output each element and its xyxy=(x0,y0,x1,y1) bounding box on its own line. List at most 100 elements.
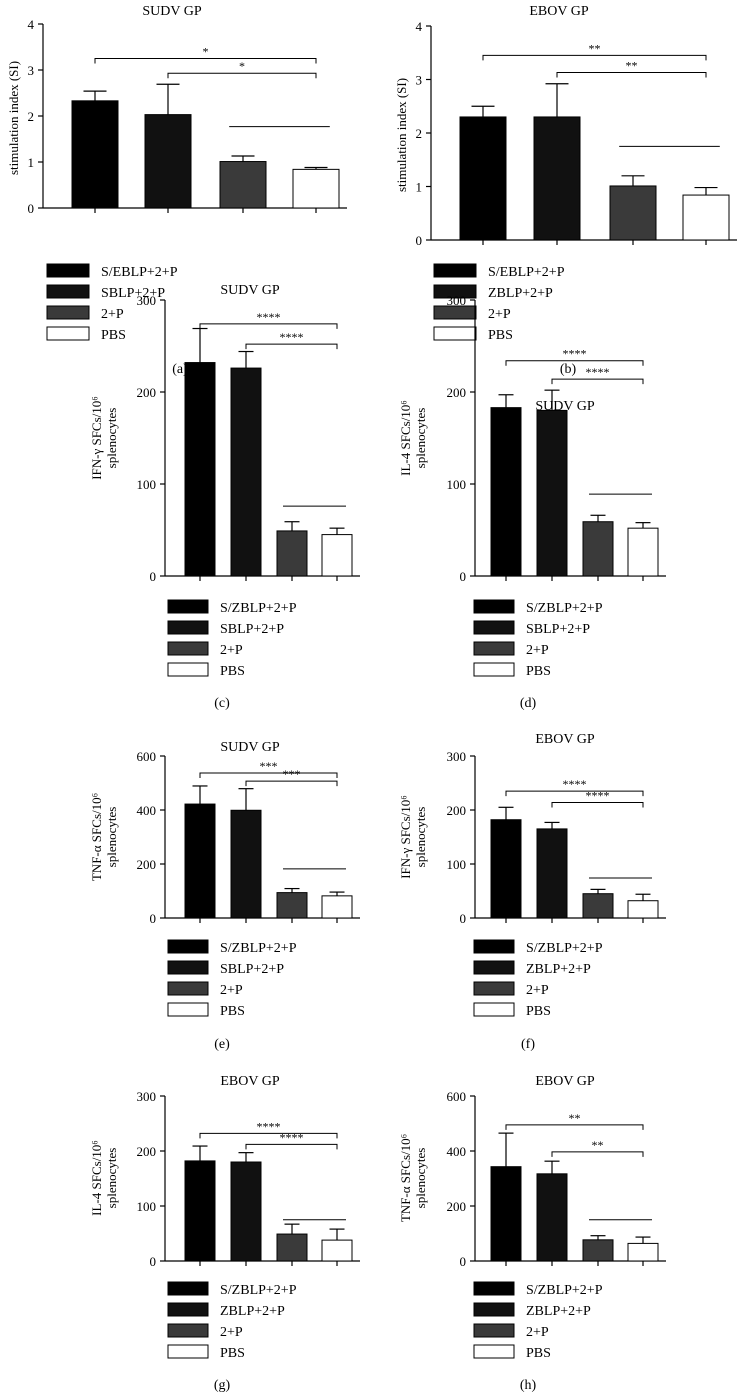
legend-label: S/EBLP+2+P xyxy=(101,265,178,280)
bar xyxy=(184,362,216,577)
legend-label: PBS xyxy=(220,1004,245,1019)
significance-label: **** xyxy=(586,788,610,802)
y-tick-label: 0 xyxy=(460,911,467,926)
legend-swatch xyxy=(473,1281,515,1296)
y-axis-label: TNF-α SFCs/10⁶splenocytes xyxy=(398,1134,428,1222)
significance-bracket xyxy=(556,72,707,78)
legend-label: ZBLP+2+P xyxy=(526,1304,591,1319)
legend-swatch xyxy=(167,960,209,975)
significance-bracket xyxy=(245,343,338,350)
significance-label: **** xyxy=(257,310,281,324)
legend-swatch xyxy=(167,939,209,954)
y-tick-label: 200 xyxy=(137,857,157,872)
panel-label: (g) xyxy=(214,1378,231,1393)
legend-label: 2+P xyxy=(220,643,243,658)
legend-swatch xyxy=(167,1281,209,1296)
legend-swatch xyxy=(46,284,90,299)
significance-label: ** xyxy=(626,59,638,73)
bar xyxy=(609,185,657,241)
bar xyxy=(582,1239,614,1262)
bar xyxy=(230,1161,262,1262)
bar xyxy=(490,819,522,919)
bar xyxy=(276,530,308,577)
panel-label: (a) xyxy=(172,362,188,377)
y-tick-label: 2 xyxy=(28,109,35,124)
legend-label: S/ZBLP+2+P xyxy=(220,601,297,616)
legend-swatch xyxy=(46,326,90,341)
bar xyxy=(490,407,522,577)
significance-bracket xyxy=(245,780,338,787)
significance-label: **** xyxy=(257,1119,281,1133)
bar xyxy=(627,900,659,919)
y-axis-label-line: stimulation index (SI) xyxy=(394,78,409,192)
chart-title: SUDV GP xyxy=(220,283,279,298)
significance-label: ** xyxy=(592,1138,604,1152)
y-axis-label-line: splenocytes xyxy=(104,1148,119,1209)
y-axis-label-line: TNF-α SFCs/10⁶ xyxy=(398,1134,413,1222)
chart-title: SUDV GP xyxy=(142,4,201,19)
legend-label: ZBLP+2+P xyxy=(220,1304,285,1319)
legend-swatch xyxy=(473,1323,515,1338)
legend-swatch xyxy=(167,1302,209,1317)
legend-swatch xyxy=(167,1344,209,1359)
bar xyxy=(230,367,262,577)
y-tick-label: 4 xyxy=(416,19,423,34)
y-tick-label: 300 xyxy=(137,1089,157,1104)
bar xyxy=(459,116,507,241)
significance-label: * xyxy=(239,59,245,73)
significance-label: ** xyxy=(589,41,601,55)
chart-title: EBOV GP xyxy=(535,732,594,747)
legend-swatch xyxy=(473,662,515,677)
significance-label: **** xyxy=(563,777,587,791)
bar xyxy=(276,1233,308,1262)
significance-bracket xyxy=(199,323,338,329)
significance-bracket xyxy=(505,1124,644,1130)
legend-swatch xyxy=(46,305,90,320)
y-axis-label-line: splenocytes xyxy=(413,408,428,469)
significance-label: **** xyxy=(280,330,304,344)
significance-bracket xyxy=(551,378,644,385)
y-tick-label: 100 xyxy=(137,477,157,492)
legend-label: PBS xyxy=(220,1346,245,1361)
bar xyxy=(184,803,216,919)
chart-panel-c: SUDV GP 0 100 200 300 IFN-γ SFCs/10⁶splenocyt… xyxy=(89,283,360,711)
y-tick-label: 0 xyxy=(150,911,157,926)
y-tick-label: 100 xyxy=(447,857,467,872)
chart-panel-a: SUDV GP 0 1 2 3 4 stimulation index (SI) * * S/EB… xyxy=(6,4,347,377)
y-tick-label: 0 xyxy=(416,233,423,248)
y-axis-label-line: stimulation index (SI) xyxy=(6,61,21,175)
y-axis-label: TNF-α SFCs/10⁶splenocytes xyxy=(89,793,119,881)
chart-title: EBOV GP xyxy=(220,1074,279,1089)
y-axis-label-line: splenocytes xyxy=(104,807,119,868)
y-tick-label: 200 xyxy=(137,1144,157,1159)
legend-label: SBLP+2+P xyxy=(220,622,284,637)
legend-label: PBS xyxy=(526,1346,551,1361)
significance-label: **** xyxy=(280,1130,304,1144)
legend-swatch xyxy=(167,599,209,614)
panel-label: (d) xyxy=(520,696,537,711)
legend-label: ZBLP+2+P xyxy=(488,286,553,301)
y-axis-label: IFN-γ SFCs/10⁶splenocytes xyxy=(89,396,119,480)
y-tick-label: 1 xyxy=(28,155,35,170)
legend-label: 2+P xyxy=(488,307,511,322)
y-tick-label: 300 xyxy=(137,293,157,308)
legend-label: 2+P xyxy=(101,307,124,322)
y-axis-label: IL-4 SFCs/10⁶splenocytes xyxy=(89,1140,119,1216)
y-axis-label-line: IL-4 SFCs/10⁶ xyxy=(398,400,413,476)
bar xyxy=(533,116,581,241)
panel-label: (c) xyxy=(214,696,230,711)
chart-title: EBOV GP xyxy=(535,1074,594,1089)
legend-label: PBS xyxy=(526,664,551,679)
y-tick-label: 600 xyxy=(447,1089,467,1104)
legend-swatch xyxy=(473,981,515,996)
legend-label: ZBLP+2+P xyxy=(526,962,591,977)
legend-label: SBLP+2+P xyxy=(526,622,590,637)
y-tick-label: 2 xyxy=(416,126,423,141)
y-axis-label-line: IFN-γ SFCs/10⁶ xyxy=(398,795,413,879)
chart-panel-e: SUDV GP 0 200 400 600 TNF-α SFCs/10⁶splenocyt… xyxy=(89,740,360,1052)
chart-title: EBOV GP xyxy=(529,4,588,19)
significance-bracket xyxy=(199,772,338,779)
y-tick-label: 200 xyxy=(137,385,157,400)
